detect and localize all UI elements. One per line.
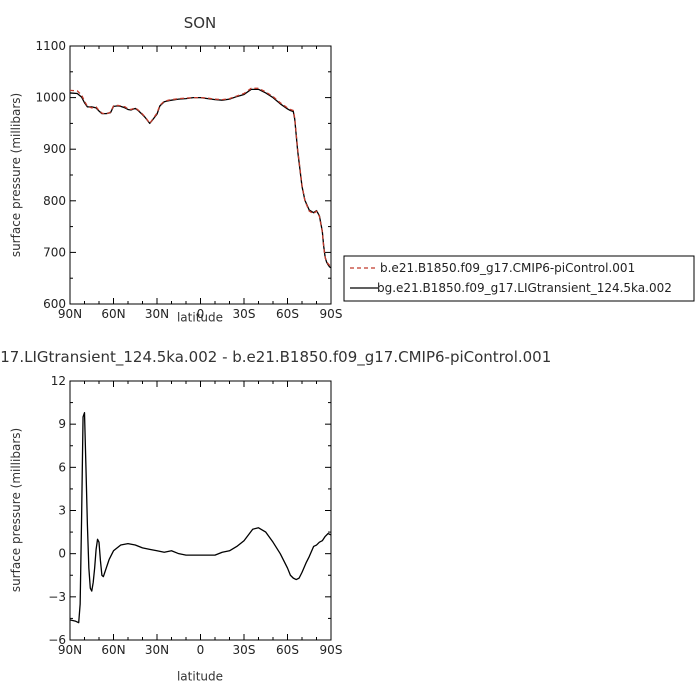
top-x-tick-label: 90N	[58, 307, 82, 321]
top-x-tick-label: 60S	[276, 307, 299, 321]
bottom-x-tick-label: 60N	[101, 643, 125, 657]
top-chart-x-axis-label: latitude	[177, 311, 223, 325]
bottom-x-tick-label: 0	[197, 643, 205, 657]
bottom-y-tick-label: −6	[48, 633, 66, 647]
top-chart-panel: SON surface pressure (millibars) latitud…	[9, 14, 342, 325]
top-chart-ticks: 90N 60N 30N 0 30S 60S 90S 600 700 800 900 1000 1100	[35, 39, 342, 321]
top-y-tick-label: 900	[43, 142, 66, 156]
top-x-tick-label: 60N	[101, 307, 125, 321]
top-series-line-0	[69, 87, 332, 268]
bottom-x-tick-label: 30N	[145, 643, 169, 657]
bottom-chart-ticks: 90N 60N 30N 0 30S 60S 90S −6 −3 0 3 6 9 12	[48, 374, 342, 657]
top-chart-series	[69, 87, 332, 269]
chart-legend: b.e21.B1850.f09_g17.CMIP6-piControl.001 …	[343, 255, 695, 302]
bottom-y-tick-label: 6	[58, 460, 66, 474]
bottom-x-tick-label: 30S	[233, 643, 256, 657]
top-y-tick-label: 600	[43, 297, 66, 311]
top-y-tick-label: 1100	[35, 39, 66, 53]
bottom-y-tick-label: 9	[58, 417, 66, 431]
top-series-line-1	[69, 88, 332, 269]
bottom-series-line-0	[69, 412, 332, 624]
legend-label-picontrol: b.e21.B1850.f09_g17.CMIP6-piControl.001	[380, 261, 635, 275]
bottom-x-tick-label: 90N	[58, 643, 82, 657]
top-chart-plot-frame	[69, 45, 332, 305]
bottom-y-tick-label: 0	[58, 547, 66, 561]
top-chart-title: SON	[184, 14, 217, 32]
top-y-tick-label: 700	[43, 245, 66, 259]
bottom-chart-y-axis-label: surface pressure (millibars)	[9, 428, 23, 592]
top-y-tick-label: 1000	[35, 91, 66, 105]
legend-box	[343, 255, 695, 302]
bottom-x-tick-label: 60S	[276, 643, 299, 657]
bottom-y-tick-label: 12	[51, 374, 66, 388]
top-x-tick-label: 0	[197, 307, 205, 321]
top-chart-y-axis-label: surface pressure (millibars)	[9, 93, 23, 257]
bottom-chart-series	[69, 412, 332, 624]
bottom-chart-x-axis-label: latitude	[177, 670, 223, 684]
top-y-tick-label: 800	[43, 194, 66, 208]
top-x-tick-label: 90S	[320, 307, 343, 321]
legend-label-ligtransient: bg.e21.B1850.f09_g17.LIGtransient_124.5k…	[377, 281, 672, 295]
bottom-x-tick-label: 90S	[320, 643, 343, 657]
bottom-chart-panel: bg.e21.B1850.f09_g17.LIGtransient_124.5k…	[0, 348, 551, 684]
bottom-chart-title: bg.e21.B1850.f09_g17.LIGtransient_124.5k…	[0, 348, 551, 367]
bottom-y-tick-label: −3	[48, 590, 66, 604]
top-x-tick-label: 30N	[145, 307, 169, 321]
top-x-tick-label: 30S	[233, 307, 256, 321]
bottom-chart-plot-frame	[69, 380, 332, 641]
bottom-y-tick-label: 3	[58, 504, 66, 518]
